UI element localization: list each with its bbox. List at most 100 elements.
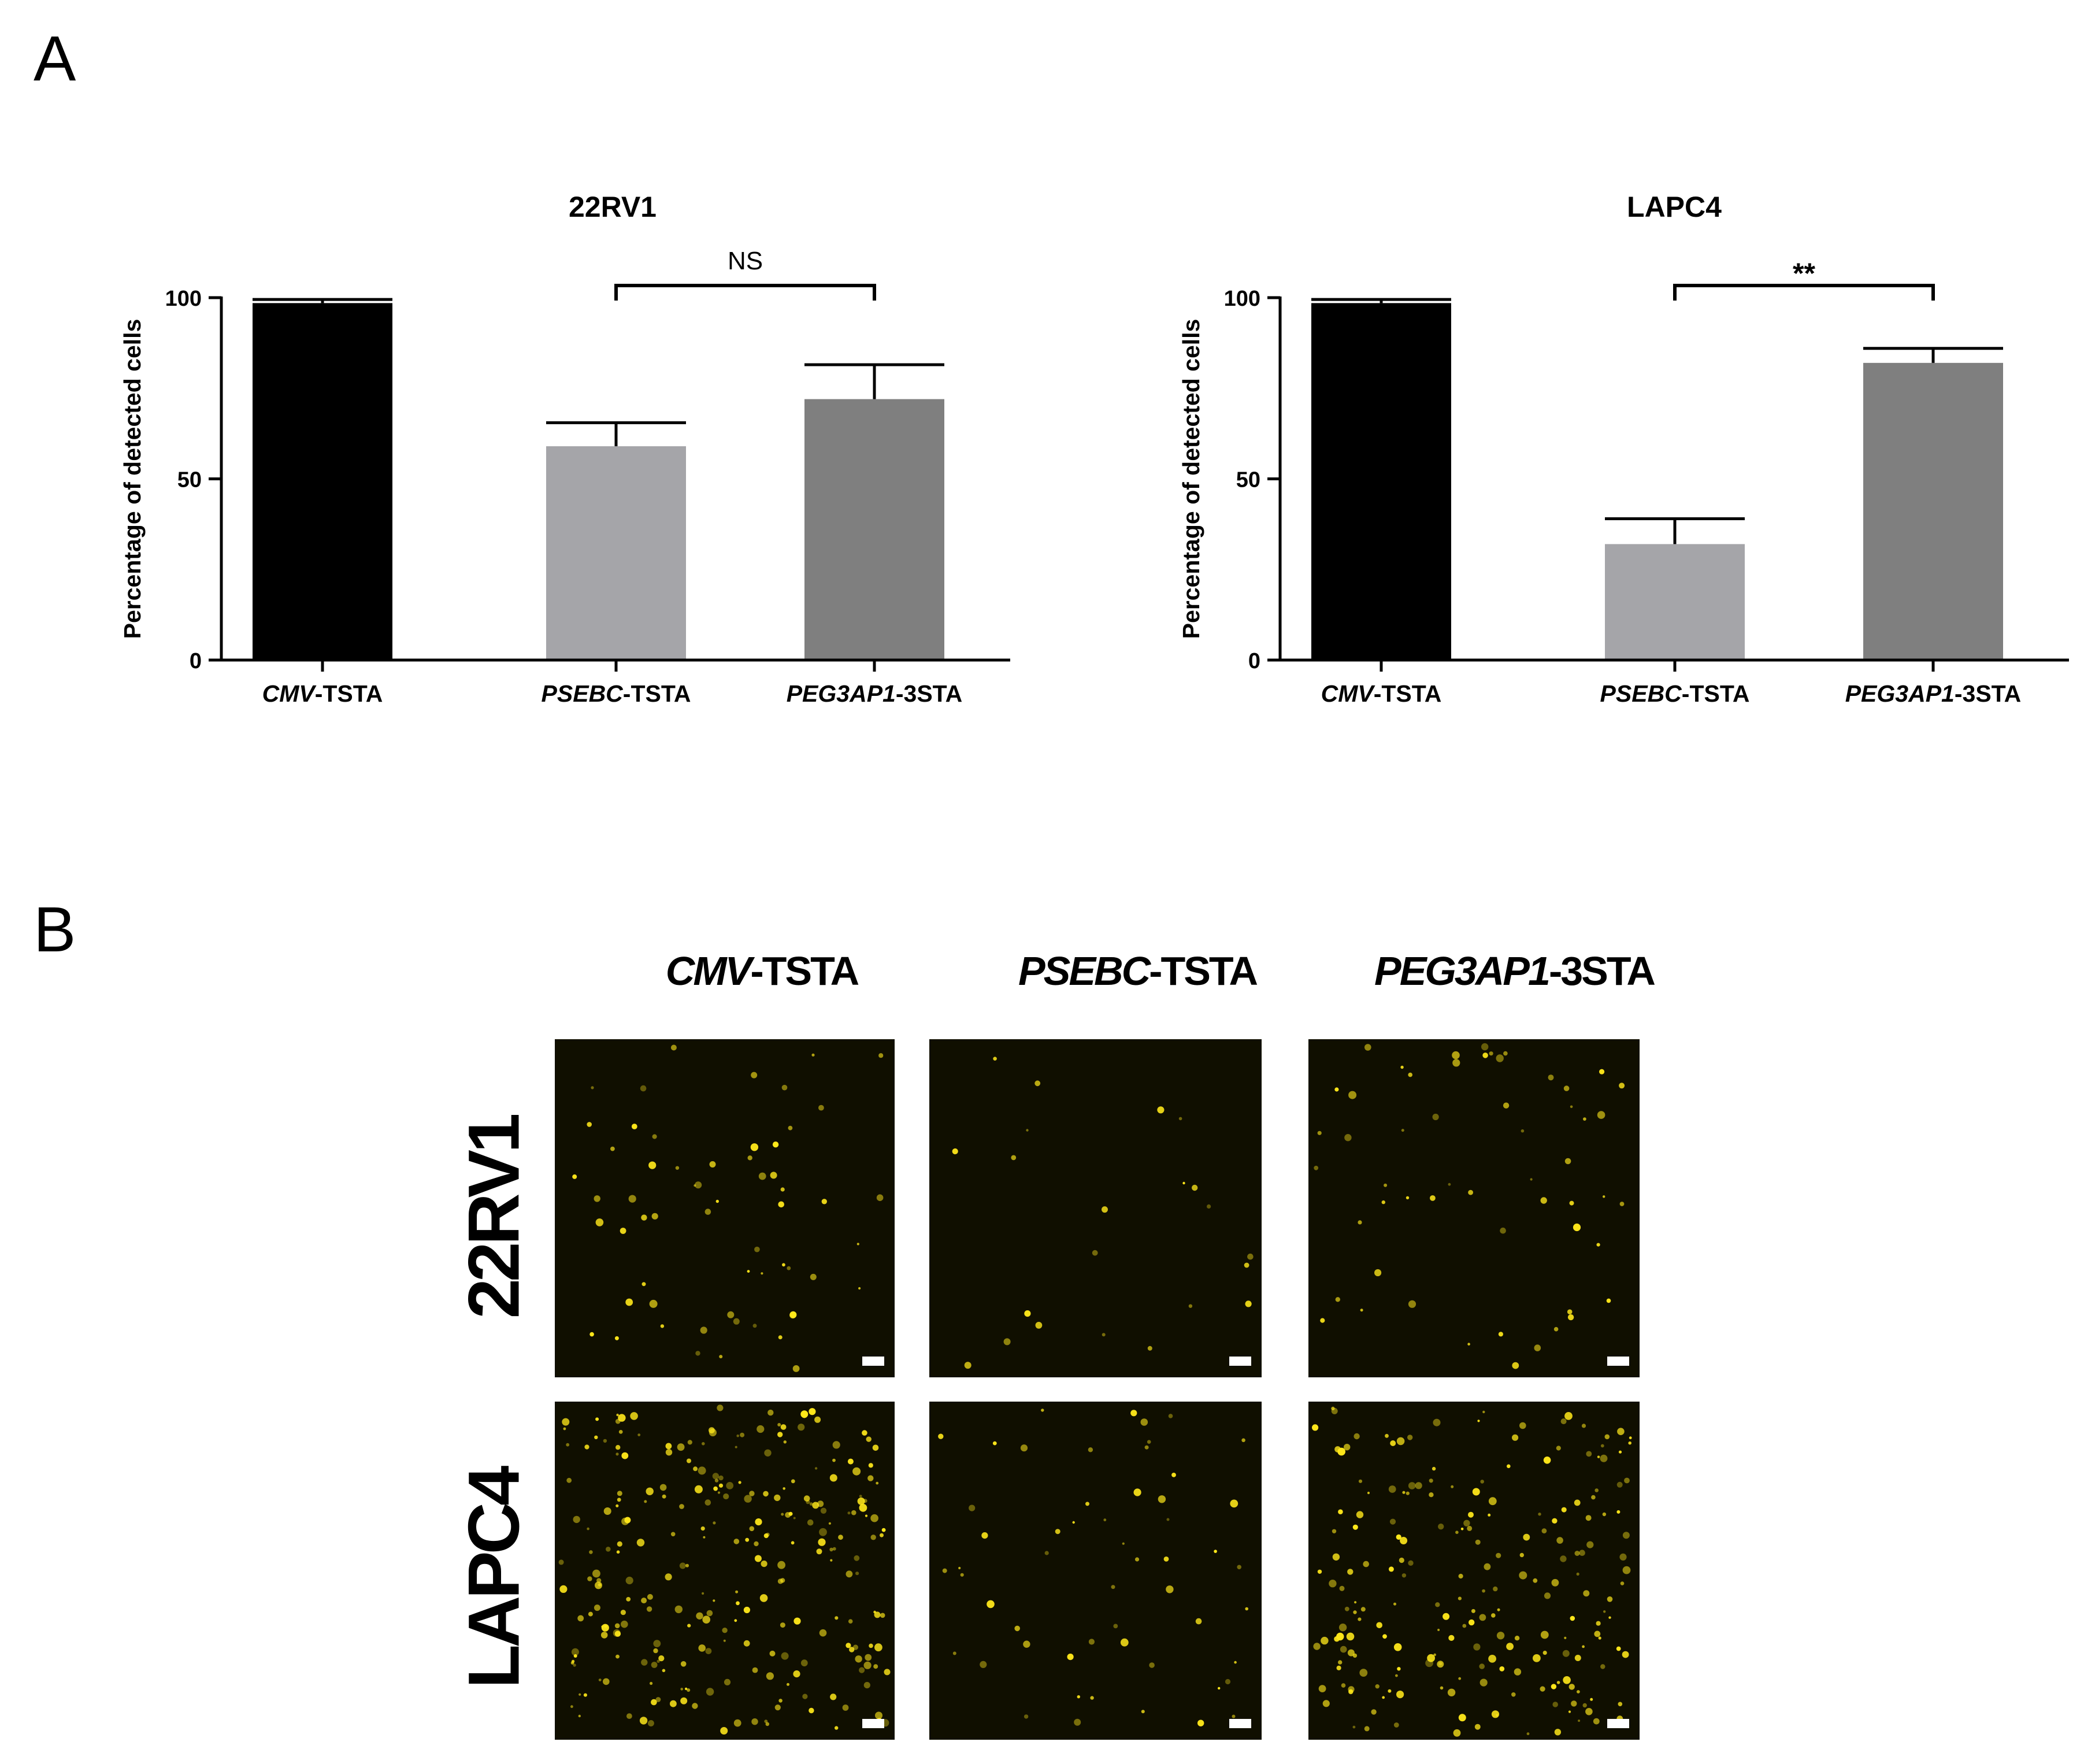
significance-bracket — [1673, 284, 1935, 301]
cell-dot — [1397, 1667, 1401, 1671]
cell-dot — [1385, 1433, 1389, 1438]
cell-dot — [859, 1495, 862, 1498]
cell-dot — [1317, 1569, 1322, 1574]
cell-dot — [1358, 1479, 1363, 1483]
chart-title: 22RV1 — [569, 191, 657, 223]
cell-dot — [1507, 1464, 1511, 1469]
cell-dot — [1353, 1610, 1357, 1614]
cell-dot — [1331, 1407, 1338, 1414]
cell-dot — [870, 1535, 876, 1540]
cell-dot — [665, 1573, 672, 1581]
cell-dot — [1629, 1436, 1632, 1440]
cell-dot — [820, 1507, 827, 1514]
cell-dot — [1570, 1105, 1573, 1109]
cell-dot — [1600, 1664, 1605, 1669]
cell-dot — [687, 1440, 692, 1445]
cell-dot — [876, 1481, 879, 1485]
cell-dot — [1072, 1521, 1075, 1524]
cell-dot — [647, 1720, 654, 1726]
cell-dot — [993, 1057, 997, 1061]
cell-dot — [694, 1184, 696, 1187]
cell-dot — [641, 1598, 647, 1604]
cell-dot — [570, 1705, 573, 1709]
cell-dot — [620, 1610, 626, 1615]
x-tick-label: PEG3AP1-3STA — [787, 680, 963, 707]
cell-dot — [1347, 1569, 1354, 1575]
cell-dot — [1619, 1083, 1625, 1089]
cell-dot — [818, 1538, 826, 1546]
cell-dot — [1526, 1732, 1530, 1736]
cell-dot — [952, 1651, 956, 1655]
cell-dot — [1462, 1624, 1467, 1628]
cell-dot — [798, 1424, 805, 1431]
cell-dot — [778, 1335, 783, 1340]
cell-dot — [641, 1659, 648, 1666]
cell-dot — [819, 1629, 827, 1637]
cell-dot — [1218, 1687, 1221, 1690]
cell-dot — [1336, 1665, 1341, 1670]
cell-dot — [1497, 1608, 1500, 1611]
cell-dot — [1591, 1495, 1596, 1500]
cell-dot — [1352, 1725, 1356, 1729]
cell-dot — [1352, 1524, 1358, 1530]
cell-dot — [589, 1332, 594, 1337]
cell-dot — [1312, 1424, 1319, 1431]
cell-dot — [1463, 1520, 1470, 1526]
cell-dot — [1472, 1488, 1480, 1496]
cell-dot — [677, 1443, 685, 1451]
cell-dot — [809, 1707, 814, 1714]
cell-dot — [648, 1161, 657, 1169]
scale-bar — [862, 1719, 884, 1728]
cell-dot — [1429, 1492, 1434, 1498]
cell-dot — [1451, 1485, 1454, 1488]
cell-dot — [1044, 1551, 1049, 1555]
cell-dot — [698, 1644, 706, 1652]
cell-dot — [1433, 1653, 1436, 1656]
cell-dot — [702, 1442, 705, 1446]
cell-dot — [713, 1486, 718, 1491]
cell-dot — [1607, 1596, 1613, 1602]
cell-dot — [1569, 1200, 1574, 1206]
cell-dot — [1440, 1686, 1444, 1690]
cell-dot — [647, 1593, 653, 1600]
cell-dot — [992, 1441, 997, 1446]
cell-dot — [587, 1527, 589, 1530]
cell-dot — [1467, 1343, 1470, 1346]
cell-dot — [1553, 1326, 1559, 1332]
cell-dot — [849, 1647, 855, 1652]
cell-dot — [1313, 1643, 1321, 1650]
cell-dot — [1338, 1509, 1343, 1514]
cell-dot — [558, 1559, 564, 1565]
cell-dot — [615, 1504, 619, 1507]
cell-dot — [1432, 1113, 1439, 1121]
cell-dot — [1496, 1552, 1501, 1558]
cell-dot — [1055, 1529, 1060, 1535]
cell-dot — [1247, 1253, 1254, 1260]
cell-dot — [1597, 1455, 1600, 1458]
cell-dot — [1134, 1557, 1140, 1562]
cell-dot — [1567, 1309, 1573, 1314]
cell-dot — [696, 1612, 703, 1620]
cell-dot — [1496, 1632, 1505, 1640]
cell-dot — [1382, 1634, 1387, 1639]
cell-dot — [1596, 1621, 1601, 1626]
cell-dot — [1329, 1580, 1337, 1588]
cell-dot — [1077, 1695, 1080, 1699]
cell-dot — [1468, 1511, 1474, 1518]
cell-dot — [1586, 1541, 1594, 1548]
cell-dot — [1488, 1655, 1496, 1663]
cell-dot — [875, 1711, 882, 1719]
cell-dot — [1188, 1304, 1193, 1308]
x-tick-label: CMV-TSTA — [262, 680, 383, 707]
cell-dot — [1360, 1607, 1366, 1612]
cell-dot — [1596, 1243, 1600, 1247]
cell-dot — [617, 1541, 622, 1547]
cell-dot — [1408, 1560, 1414, 1566]
cell-dot — [788, 1125, 793, 1131]
cell-dot — [785, 1512, 791, 1518]
cell-dot — [1477, 1420, 1480, 1422]
cell-dot — [1519, 1571, 1527, 1580]
cell-dot — [1314, 1165, 1319, 1170]
cell-dot — [780, 1187, 785, 1192]
cell-dot — [1556, 1446, 1561, 1451]
